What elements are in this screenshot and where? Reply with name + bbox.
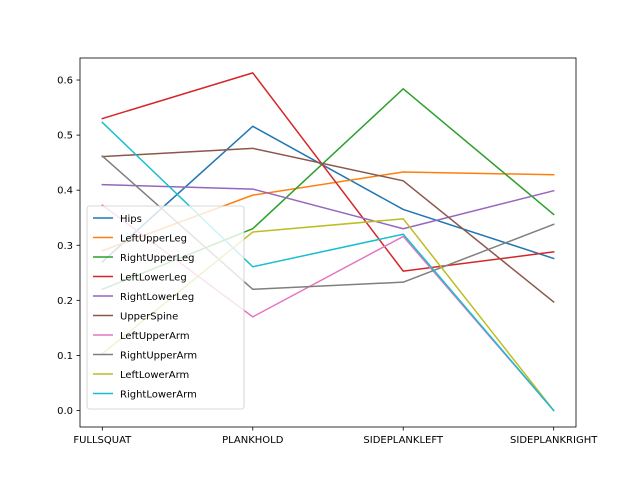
legend-box [86,205,245,410]
x-tick-label: SIDEPLANKRIGHT [510,435,598,446]
legend-label: RightLowerLeg [120,292,194,303]
legend: Hips LeftUpperLeg RightUpperLeg LeftLowerLe… [86,205,245,410]
series-line-LeftLowerLeg [101,72,555,272]
legend-label: LeftLowerArm [120,370,189,381]
series-line-UpperSpine [101,147,555,304]
y-tick-label: 0.3 [57,241,73,252]
y-tick-label: 0.5 [57,131,73,142]
y-tick-label: 0.6 [57,76,73,87]
y-tick-label: 0.4 [57,186,73,197]
legend-label: LeftUpperArm [120,331,190,342]
x-tick-label: PLANKHOLD [222,435,284,446]
x-tick-label: SIDEPLANKLEFT [363,435,443,446]
x-axis: FULLSQUAT PLANKHOLD SIDEPLANKLEFT SIDEPLANK… [73,427,598,446]
legend-label: RightUpperLeg [120,253,195,264]
y-tick-label: 0.1 [57,351,73,362]
series-line-RightLowerLeg [101,183,555,230]
y-axis: 0.0 0.1 0.2 0.3 0.4 0.5 0.6 [57,76,80,417]
plot-frame [79,57,577,428]
x-tick-label: FULLSQUAT [73,435,132,446]
legend-label: RightUpperArm [120,351,197,362]
legend-label: Hips [120,214,142,225]
y-tick-label: 0.2 [57,296,73,307]
legend-label: RightLowerArm [120,390,197,401]
legend-label: LeftUpperLeg [120,234,187,245]
y-tick-label: 0.0 [57,406,73,417]
legend-label: UpperSpine [120,312,178,323]
series-line-RightLowerArm [101,121,555,412]
legend-label: LeftLowerLeg [120,273,187,284]
